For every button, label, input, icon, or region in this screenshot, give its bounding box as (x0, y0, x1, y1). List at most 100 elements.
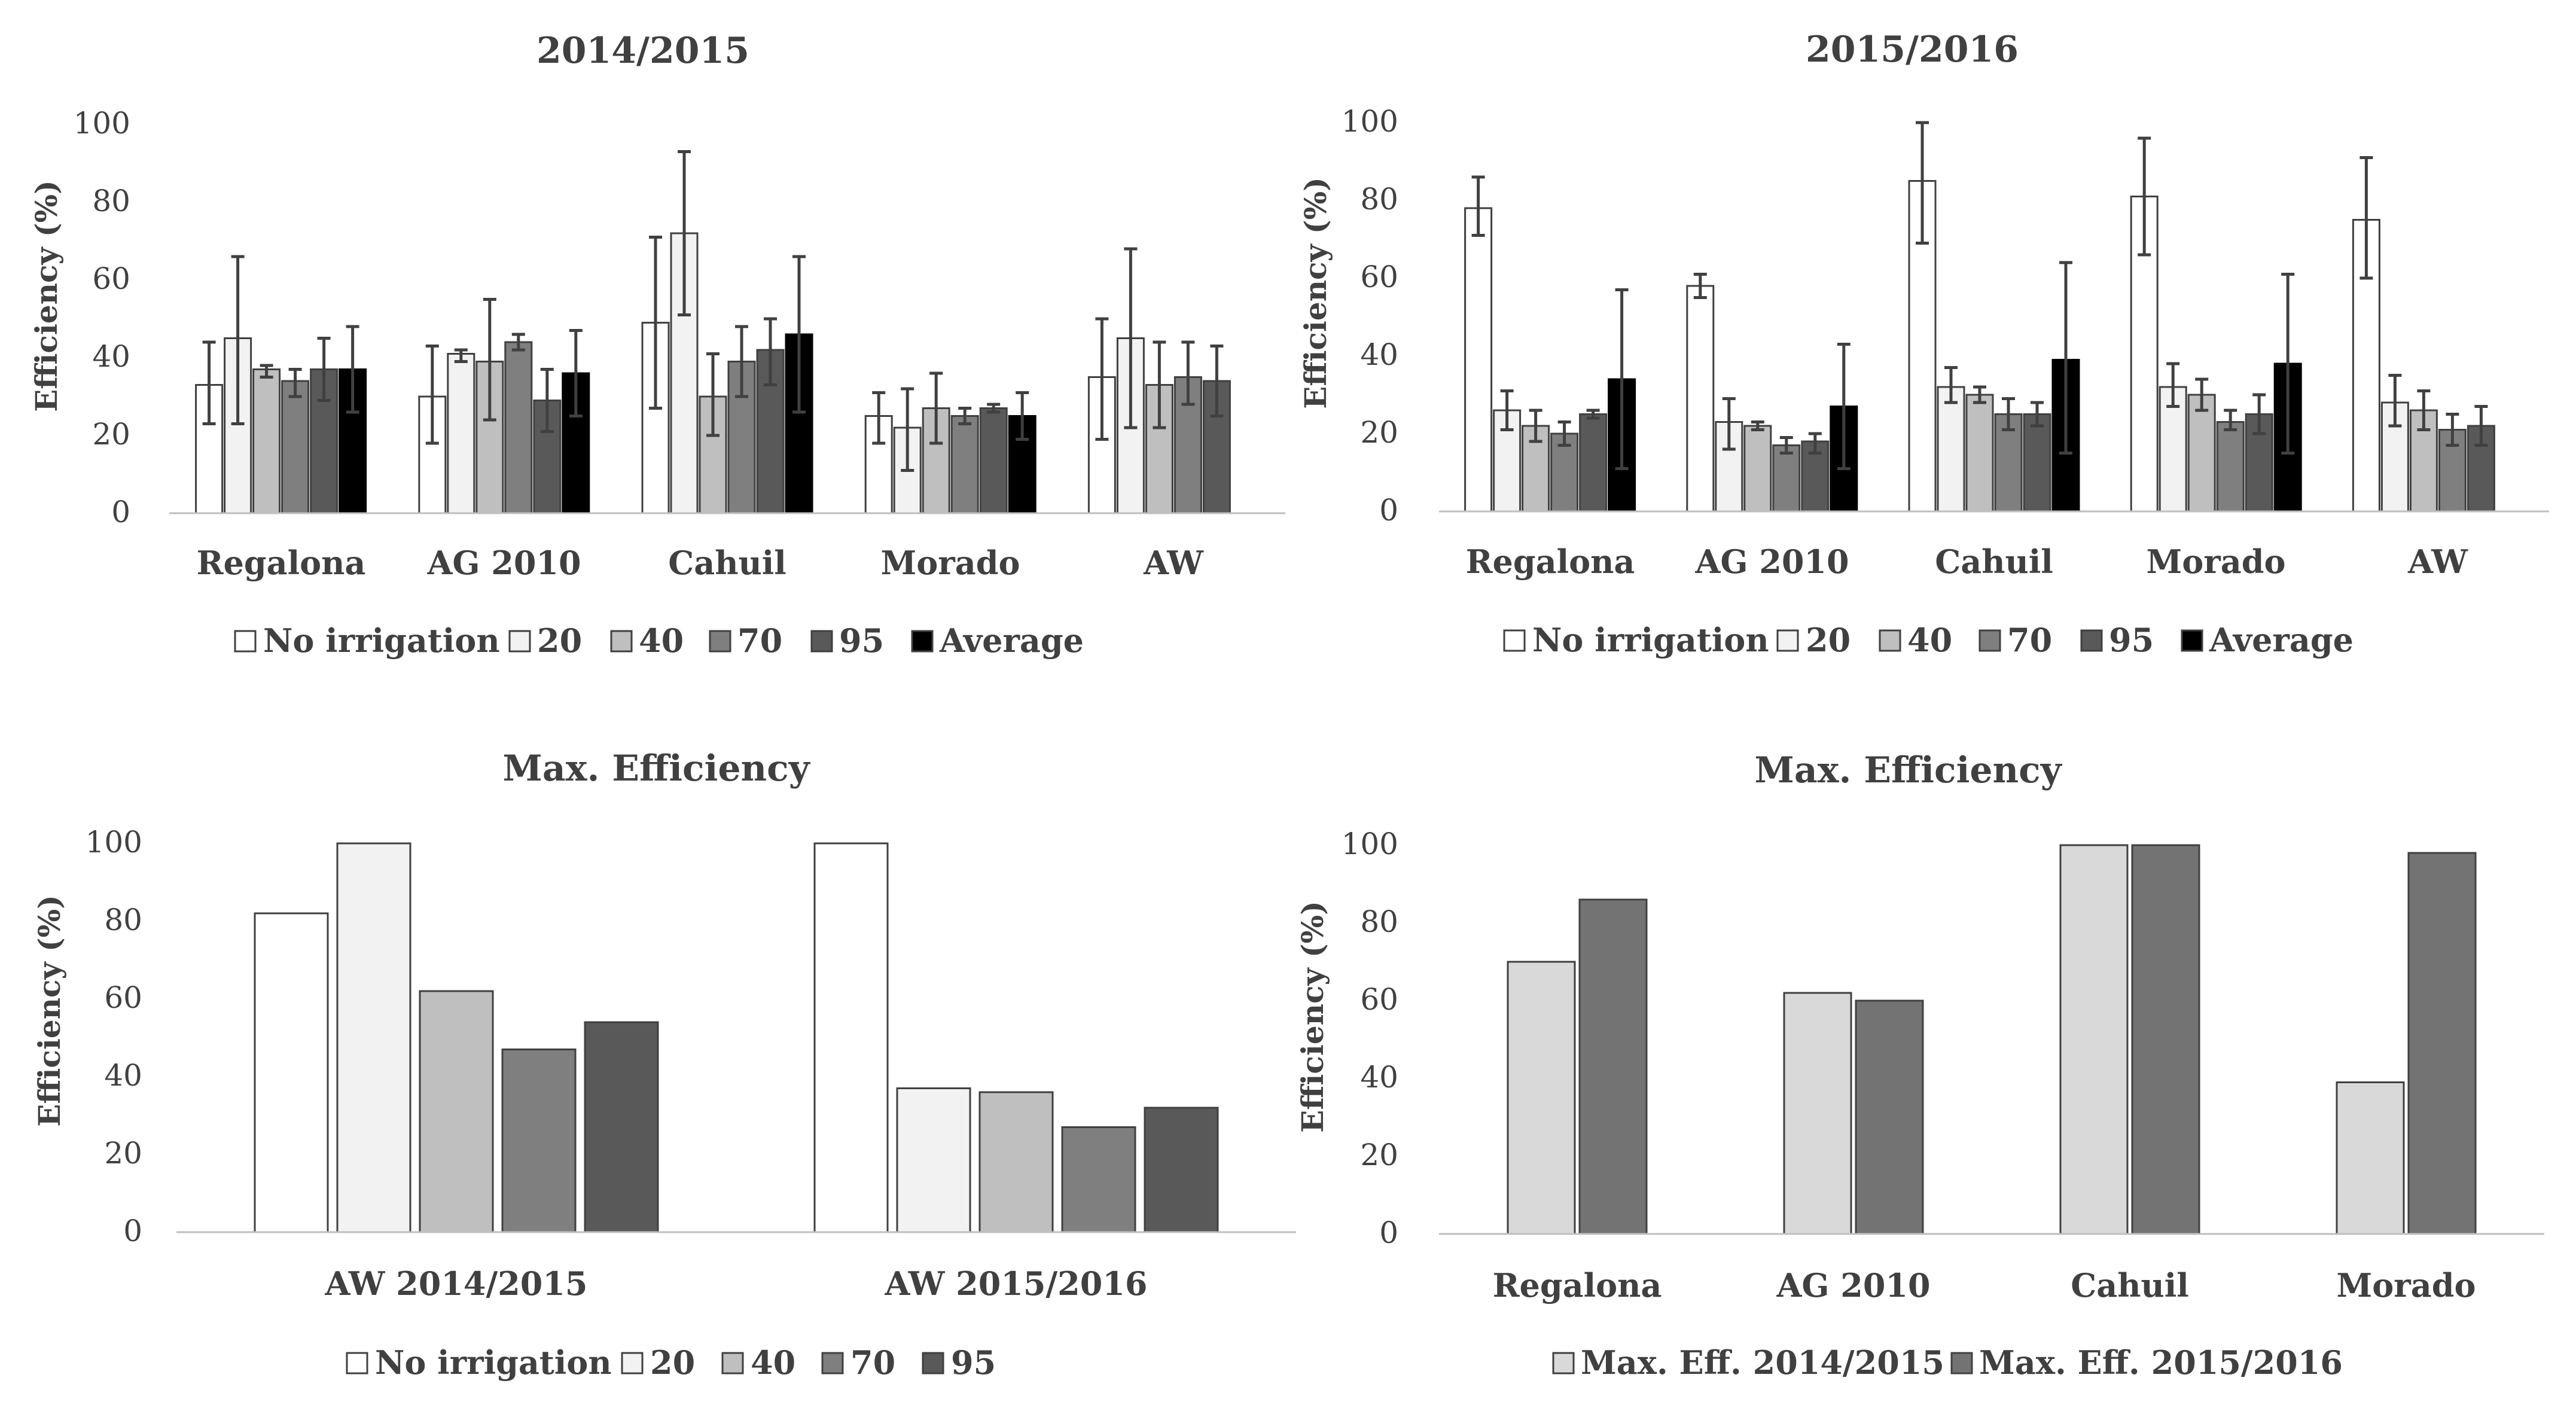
legend-item-20: 20 (508, 621, 582, 660)
error-bar (1500, 389, 1514, 431)
error-bar (2059, 261, 2072, 455)
error-bar (454, 348, 468, 363)
bar (1965, 394, 1994, 513)
bar (281, 380, 310, 514)
y-tick-label: 20 (104, 1136, 142, 1171)
legend-swatch (1950, 1352, 1973, 1374)
error-bar (569, 329, 583, 417)
x-category-label: Morado (2146, 543, 2285, 581)
bar (813, 842, 889, 1233)
bar (2336, 1081, 2405, 1235)
legend-item-no-irrigation: No irrigation (346, 1343, 612, 1382)
bar (1578, 898, 1648, 1235)
legend-swatch (1879, 629, 1901, 652)
error-bar (483, 298, 496, 422)
legend-item-95: 95 (922, 1343, 996, 1382)
y-tick-label: 80 (104, 903, 142, 937)
y-tick-label: 0 (111, 495, 130, 529)
legend-swatch (610, 630, 633, 653)
bar (978, 1091, 1054, 1233)
chart-title: 2014/2015 (536, 30, 749, 72)
bar (584, 1021, 659, 1233)
legend: Max. Eff. 2014/2015 Max. Eff. 2015/2016 (1552, 1343, 2343, 1382)
y-tick-label: 20 (92, 417, 130, 452)
error-bar (511, 333, 525, 352)
bar (2407, 852, 2477, 1235)
legend-swatch (346, 1352, 368, 1374)
error-bar (288, 368, 302, 398)
error-bar (872, 391, 886, 445)
legend-swatch (621, 1352, 644, 1374)
bar (1783, 992, 1852, 1235)
legend-label: 40 (639, 621, 684, 660)
legend-label: 70 (2007, 621, 2052, 659)
x-category-label: Morado (2336, 1266, 2476, 1305)
y-tick-label: 60 (92, 261, 130, 296)
bar (1686, 285, 1715, 513)
error-bar (1722, 397, 1736, 451)
bar (896, 1087, 971, 1233)
y-axis-ticks: 0 20 40 60 80 100 (74, 106, 130, 529)
bar-group (254, 842, 1219, 1233)
y-tick-label: 0 (1379, 493, 1398, 528)
bar (2131, 844, 2200, 1235)
y-tick-label: 60 (1360, 982, 1398, 1017)
error-bar (678, 150, 691, 316)
error-bar (2446, 413, 2459, 447)
error-bar (1181, 340, 1195, 406)
bar (501, 1049, 577, 1233)
legend-label: 20 (650, 1343, 695, 1382)
legend-item-70: 70 (821, 1343, 895, 1382)
error-bar (987, 403, 1001, 414)
error-bar (346, 325, 359, 414)
legend-label: 20 (1806, 621, 1851, 659)
chart-2014-2015: 2014/2015 Efficiency (%) 0 20 40 60 80 1… (29, 30, 1285, 660)
y-tick-label: 40 (92, 339, 130, 374)
bar (419, 990, 494, 1233)
x-category-label: AW 2015/2016 (885, 1264, 1148, 1303)
legend-label: 95 (839, 621, 884, 660)
bar-group (1507, 844, 2477, 1235)
legend-item-20: 20 (1776, 621, 1851, 659)
legend-label: 70 (850, 1343, 895, 1382)
x-category-label: AW (1143, 544, 1204, 582)
error-bar (1557, 420, 1571, 447)
x-category-label: AG 2010 (1694, 543, 1849, 581)
error-bar (2281, 273, 2295, 455)
legend-label: No irrigation (1532, 621, 1769, 659)
legend-label: No irrigation (375, 1343, 612, 1382)
error-bar (901, 387, 914, 472)
y-tick-label: 0 (1379, 1215, 1398, 1250)
chart-title: Max. Efficiency (502, 748, 810, 790)
bar (254, 912, 329, 1233)
y-tick-label: 80 (1360, 182, 1398, 217)
chart-title: Max. Efficiency (1754, 749, 2062, 791)
y-tick-label: 20 (1360, 1138, 1398, 1172)
legend: No irrigation 20 40 70 95 Average (234, 621, 1084, 660)
legend-label: 95 (951, 1343, 996, 1382)
error-bar (2138, 136, 2151, 257)
chart-2015-2016: 2015/2016 Efficiency (%) 0 20 40 60 80 1… (1298, 29, 2549, 659)
bar (2216, 421, 2245, 513)
legend-label: 95 (2109, 621, 2154, 659)
error-bar (958, 407, 972, 425)
error-bar (1808, 432, 1822, 455)
error-bar (1693, 273, 1707, 299)
error-bar (2002, 397, 2015, 431)
legend-swatch (1552, 1352, 1575, 1374)
error-bar (1751, 420, 1764, 431)
error-bar (706, 352, 720, 437)
x-axis-categories: Regalona AG 2010 Cahuil Morado (1493, 1266, 2476, 1305)
bar (1061, 1126, 1136, 1233)
chart-max-efficiency-cultivars: Max. Efficiency Efficiency (%) 0 20 40 6… (1295, 749, 2544, 1382)
y-tick-label: 100 (74, 106, 130, 141)
legend-label: Max. Eff. 2014/2015 (1581, 1343, 1944, 1382)
x-category-label: Regalona (197, 544, 366, 582)
legend-item-40: 40 (610, 621, 684, 660)
error-bar (231, 255, 245, 425)
legend-swatch (2181, 629, 2203, 652)
y-axis-ticks: 0 20 40 60 80 100 (86, 825, 142, 1248)
legend-item-no-irrigation: No irrigation (1503, 621, 1769, 659)
y-axis-label: Efficiency (%) (1295, 901, 1330, 1132)
